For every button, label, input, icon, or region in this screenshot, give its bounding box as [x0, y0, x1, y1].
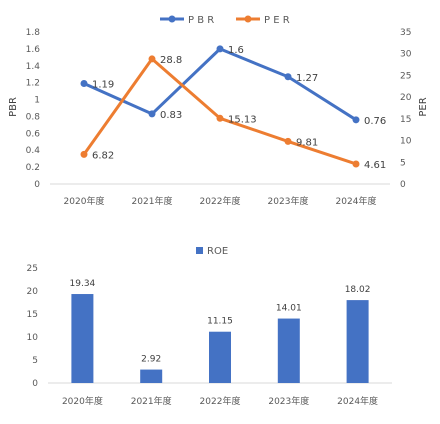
legend-bottom: ROE [196, 246, 228, 257]
data-label: 0.83 [160, 110, 182, 121]
x-tick: 2020年度 [64, 195, 105, 207]
data-label: 15.13 [228, 114, 257, 125]
bar-label: 2.92 [141, 355, 161, 365]
y-tick-right: 5 [400, 158, 406, 168]
y-tick-left: 1.2 [26, 79, 40, 89]
y-tick-left: 0.8 [26, 112, 41, 122]
data-point [284, 73, 292, 81]
legend-top: P B R P E R [160, 15, 290, 26]
x-tick: 2021年度 [131, 395, 172, 407]
data-label: 1.19 [92, 80, 114, 91]
y-axis-label-per: PER [418, 97, 429, 116]
bar [140, 369, 163, 383]
legend-roe: ROE [207, 246, 228, 257]
x-tick: 2024年度 [337, 395, 378, 407]
x-tick: 2024年度 [336, 195, 377, 207]
y-tick: 0 [32, 379, 38, 389]
y-tick: 15 [27, 310, 38, 320]
bar-series: 19.34 2.92 11.15 14.01 18.02 [70, 279, 371, 383]
y-tick-left: 0.6 [26, 129, 41, 139]
y-tick-right: 30 [400, 50, 412, 60]
x-tick: 2022年度 [200, 395, 241, 407]
data-point [148, 110, 156, 118]
y-axis-ticks-left: 0 0.2 0.4 0.6 0.8 1 1.2 1.4 1.6 1.8 [26, 28, 41, 190]
x-tick: 2023年度 [268, 195, 309, 207]
x-axis-ticks: 2020年度 2021年度 2022年度 2023年度 2024年度 [64, 195, 377, 207]
bar [209, 331, 231, 383]
series-line-pbr [83, 47, 357, 122]
y-tick-right: 20 [400, 93, 412, 103]
bar-label: 19.34 [70, 279, 96, 289]
bar-label: 11.15 [207, 317, 233, 327]
y-tick: 20 [27, 287, 39, 297]
pbr-per-chart: P B R P E R PBR PER 0 0.2 0.4 0.6 0.8 1 1.2 1.4… [8, 15, 429, 207]
y-tick-left: 0 [34, 180, 40, 190]
y-tick-right: 0 [400, 180, 406, 190]
data-point [80, 150, 88, 158]
x-tick: 2020年度 [62, 395, 103, 407]
legend-pbr: P B R [188, 15, 214, 26]
data-label: 6.82 [92, 150, 114, 161]
y-tick: 25 [27, 264, 38, 274]
y-tick-right: 35 [400, 28, 411, 38]
data-point [216, 114, 224, 122]
y-tick-right: 25 [400, 71, 411, 81]
x-tick: 2023年度 [268, 395, 309, 407]
bar-label: 14.01 [276, 304, 302, 314]
data-point [148, 55, 156, 63]
bar [277, 318, 300, 383]
y-tick-left: 1.6 [26, 45, 41, 55]
data-point [284, 137, 292, 145]
y-tick-left: 1 [34, 96, 40, 106]
y-tick: 5 [32, 356, 38, 366]
x-axis-ticks-bottom: 2020年度 2021年度 2022年度 2023年度 2024年度 [62, 395, 378, 407]
data-label: 4.61 [364, 160, 386, 171]
data-label: 28.8 [160, 55, 182, 66]
legend-per: P E R [264, 15, 290, 26]
legend-roe-swatch [196, 247, 203, 254]
y-tick-left: 1.4 [26, 62, 41, 72]
data-point [216, 45, 224, 53]
y-tick-right: 10 [400, 137, 412, 147]
data-point [352, 160, 360, 168]
x-tick: 2021年度 [132, 195, 173, 207]
bar-label: 18.02 [345, 285, 371, 295]
y-axis-label-pbr: PBR [8, 97, 19, 117]
data-label: 1.6 [228, 45, 244, 56]
line-series: 1.19 0.83 1.6 1.27 0.76 6.82 28.8 15.13 9.81 4.61 [80, 45, 386, 171]
y-tick-left: 1.8 [26, 28, 41, 38]
data-label: 1.27 [296, 73, 318, 84]
bar [71, 294, 94, 383]
data-label: 9.81 [296, 137, 318, 148]
data-point [352, 116, 360, 124]
y-tick-left: 0.4 [26, 146, 41, 156]
data-label: 0.76 [364, 116, 386, 127]
y-tick-right: 15 [400, 115, 411, 125]
y-tick-left: 0.2 [26, 163, 40, 173]
y-axis-ticks-bottom: 0 5 10 15 20 25 [27, 264, 39, 389]
y-axis-ticks-right: 0 5 10 15 20 25 30 35 [400, 28, 412, 190]
bar [346, 300, 369, 383]
x-tick: 2022年度 [200, 195, 241, 207]
y-tick: 10 [27, 333, 39, 343]
data-point [80, 80, 88, 88]
